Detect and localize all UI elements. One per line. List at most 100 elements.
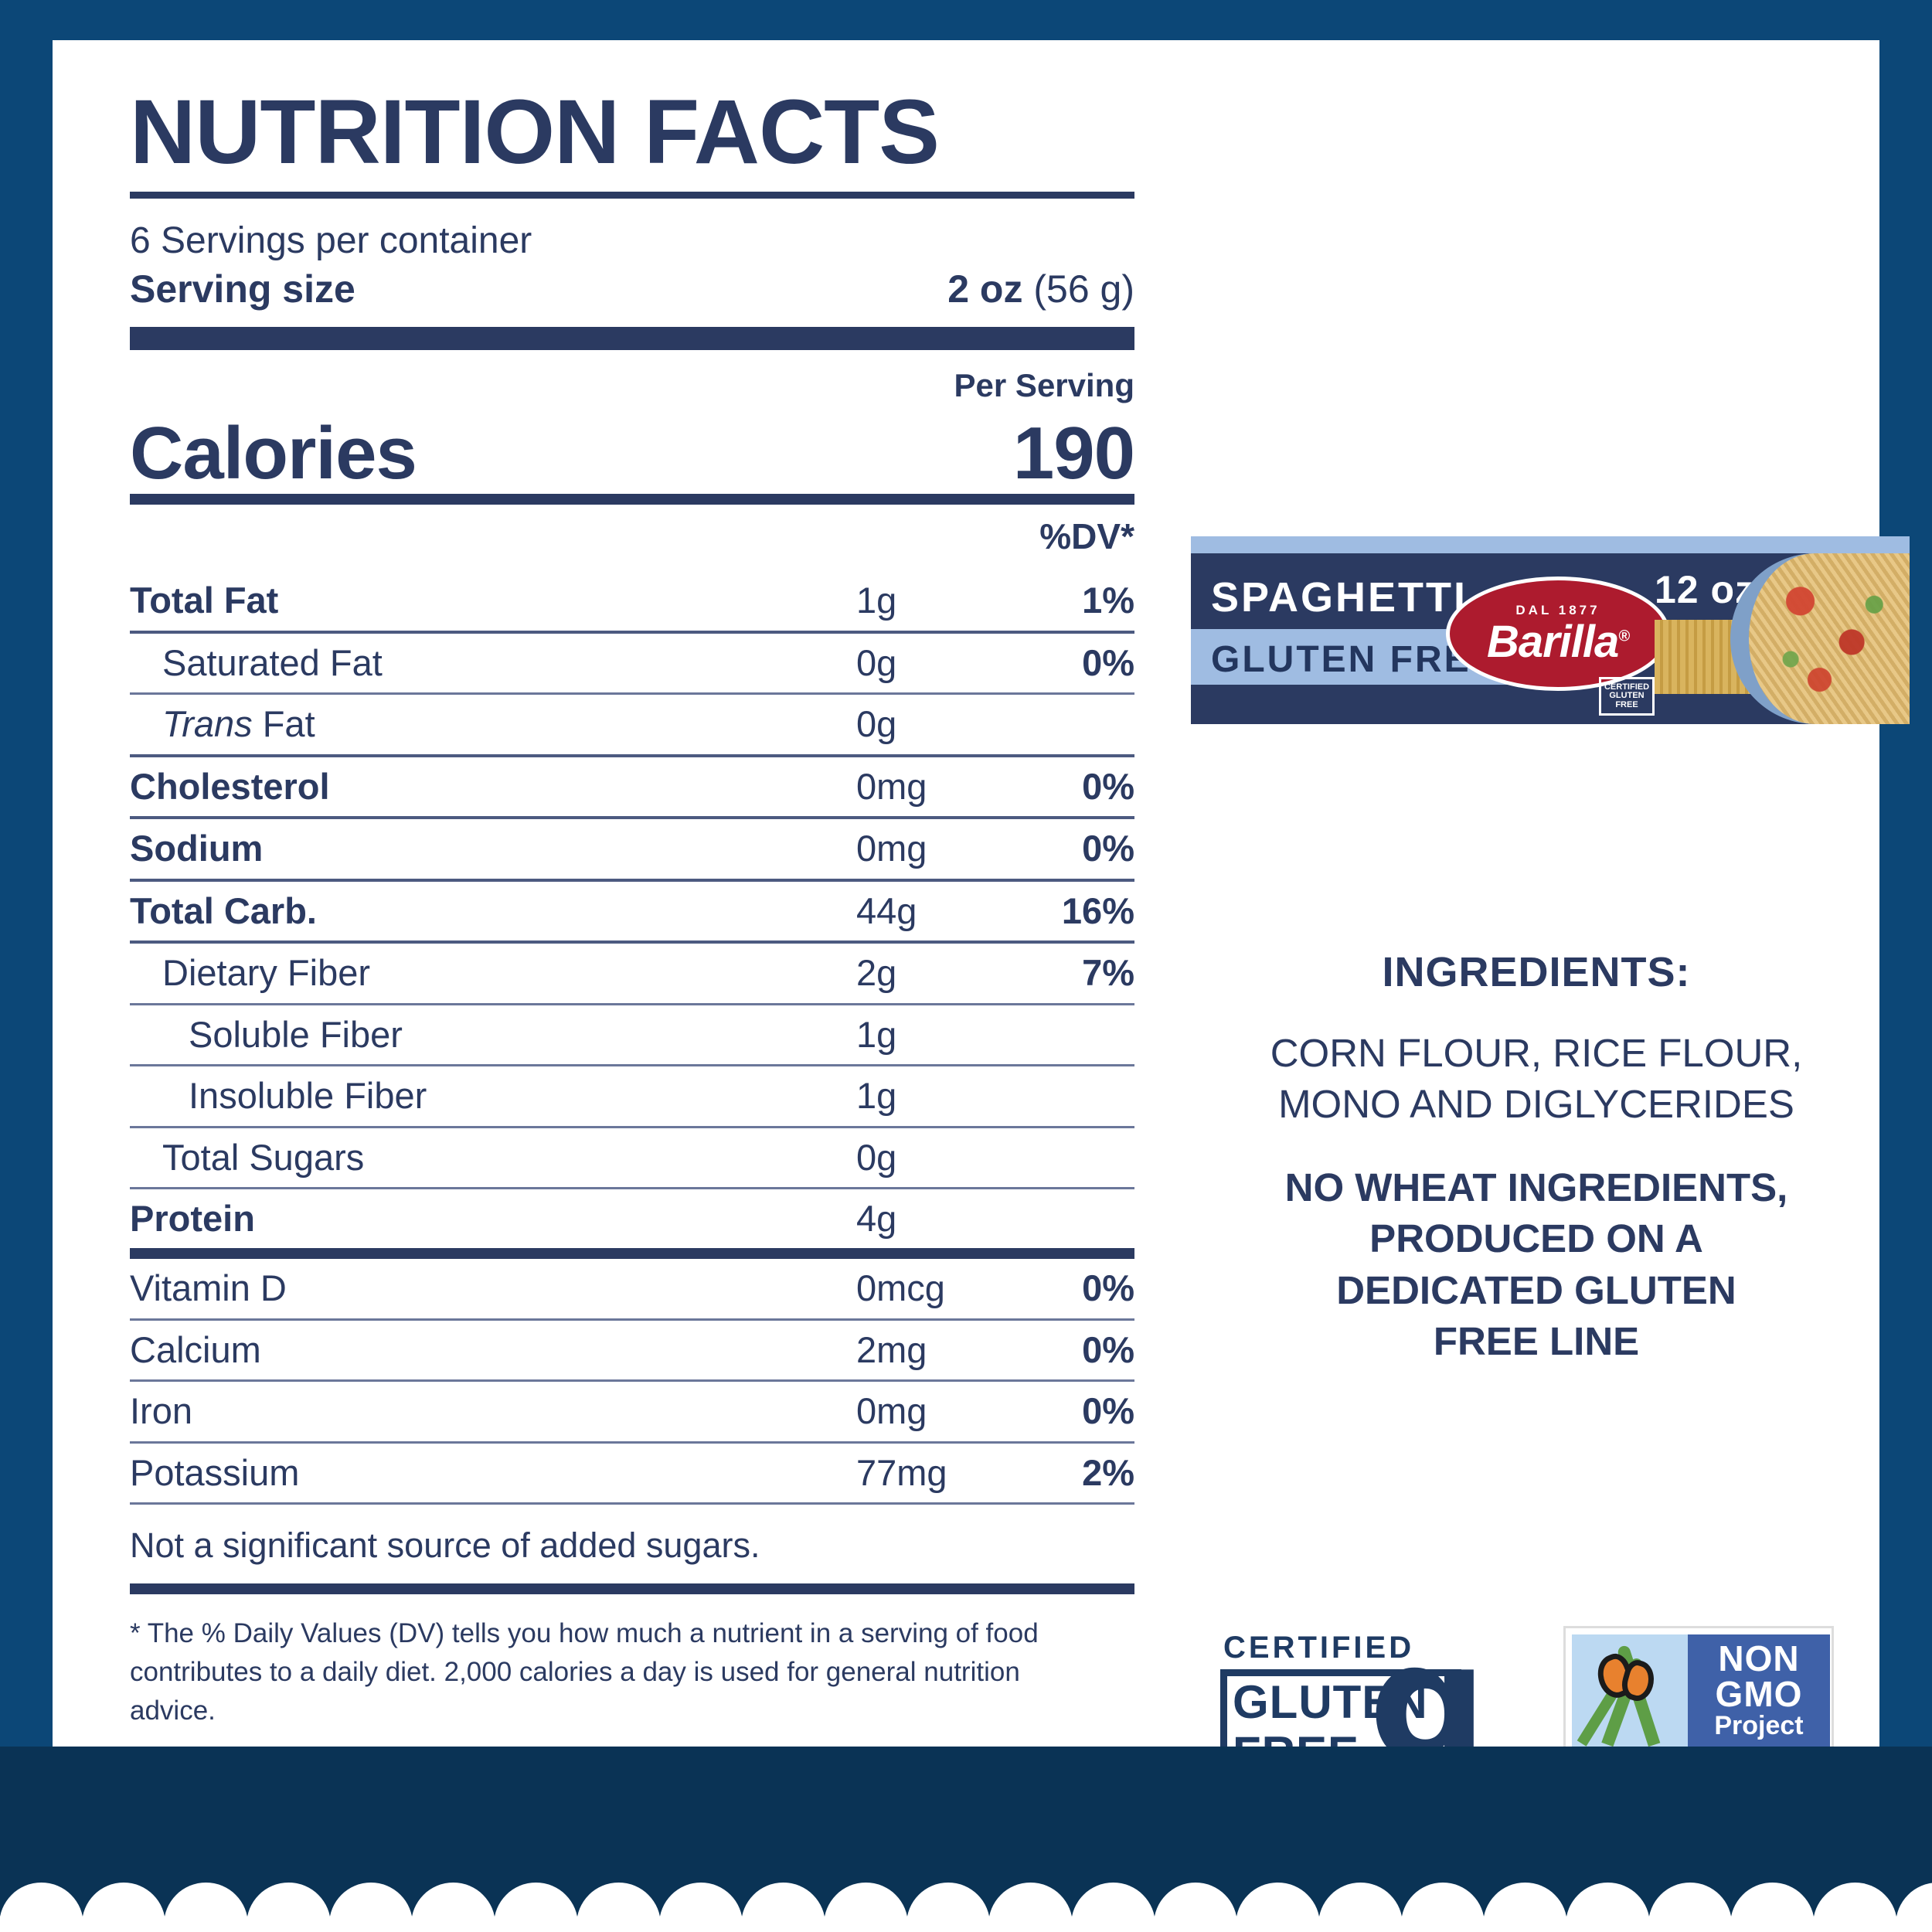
nutrient-row: Potassium 77mg 2% bbox=[130, 1444, 1134, 1502]
nutrient-daily-value: 7% bbox=[1082, 952, 1134, 994]
scallop-tooth bbox=[988, 1883, 1073, 1932]
nutrient-amount: 0mg bbox=[856, 765, 927, 807]
claim-line-3: DEDICATED GLUTEN bbox=[1336, 1267, 1736, 1312]
scallop-tooth bbox=[164, 1883, 249, 1932]
nutrient-amount: 1g bbox=[856, 1013, 897, 1055]
gfco-certified-text: CERTIFIED bbox=[1223, 1631, 1415, 1665]
nutrient-name: Insoluble Fiber bbox=[189, 1075, 427, 1117]
footnote-rule bbox=[130, 1583, 1134, 1595]
scallop-tooth bbox=[494, 1883, 578, 1932]
nutrient-name: Iron bbox=[130, 1390, 192, 1432]
ngmo-butterfly-scene bbox=[1572, 1634, 1688, 1747]
nutrient-row: Calcium 2mg 0% bbox=[130, 1321, 1134, 1379]
row-divider bbox=[130, 753, 1134, 757]
nutrient-row: Cholesterol 0mg 0% bbox=[130, 757, 1134, 816]
nutrient-daily-value: 0% bbox=[1082, 765, 1134, 807]
row-divider bbox=[130, 878, 1134, 882]
gfco-gluten-text: GLUTEN bbox=[1233, 1676, 1428, 1728]
calories-rule bbox=[130, 494, 1134, 505]
scallop-tooth bbox=[247, 1883, 331, 1932]
calories-value: 190 bbox=[1012, 412, 1135, 495]
serving-size-metric: (56 g) bbox=[1033, 267, 1134, 311]
serving-size-amount: 2 oz bbox=[947, 267, 1023, 311]
nutrient-amount: 0mcg bbox=[856, 1267, 945, 1309]
nutrient-row: Insoluble Fiber 1g bbox=[130, 1066, 1134, 1125]
daily-value-footnote: * The % Daily Values (DV) tells you how … bbox=[130, 1618, 1039, 1726]
nutrient-amount: 1g bbox=[856, 580, 897, 621]
nutrient-row: Trans Fat 0g bbox=[130, 695, 1134, 753]
scallop-tooth bbox=[906, 1883, 991, 1932]
nutrient-amount: 0g bbox=[856, 641, 897, 683]
scallop-tooth bbox=[741, 1883, 825, 1932]
nutrient-amount: 0g bbox=[856, 1136, 897, 1178]
calories-row: Calories 190 bbox=[130, 412, 1135, 495]
product-variety-text: SPAGHETTI bbox=[1211, 574, 1468, 621]
nutrient-daily-value: 0% bbox=[1082, 1328, 1134, 1370]
calories-label: Calories bbox=[130, 412, 417, 495]
scallop-tooth bbox=[1070, 1883, 1155, 1932]
serving-divider-bar bbox=[130, 327, 1134, 351]
row-divider bbox=[130, 1186, 1134, 1189]
serving-size-row: Serving size 2 oz (56 g) bbox=[130, 264, 1134, 315]
nutrient-name: Total Sugars bbox=[162, 1136, 365, 1178]
nutrient-name: Dietary Fiber bbox=[162, 952, 371, 994]
nutrient-row: Total Sugars 0g bbox=[130, 1128, 1134, 1187]
serving-size-label: Serving size bbox=[130, 267, 355, 311]
scalloped-bottom-border bbox=[0, 1839, 1932, 1932]
nutrient-amount: 4g bbox=[856, 1197, 897, 1239]
nutrient-rows: Total Fat 1g 1% Saturated Fat 0g 0% Trans Fat 0… bbox=[130, 571, 1134, 1248]
nutrient-name: Trans Fat bbox=[162, 703, 315, 745]
scallop-teeth bbox=[0, 1883, 1932, 1932]
nutrient-daily-value: 1% bbox=[1082, 580, 1134, 621]
scallop-tooth bbox=[823, 1883, 908, 1932]
nutrient-daily-value: 2% bbox=[1082, 1451, 1134, 1493]
nutrient-row: Total Fat 1g 1% bbox=[130, 571, 1134, 630]
box-top-lid bbox=[1191, 536, 1910, 553]
barilla-since-text: DAL 1877 bbox=[1515, 603, 1600, 617]
nutrient-row: Total Carb. 44g 16% bbox=[130, 882, 1134, 940]
nutrient-row: Soluble Fiber 1g bbox=[130, 1005, 1134, 1064]
nutrient-amount: 2mg bbox=[856, 1328, 927, 1370]
per-serving-header: Per Serving bbox=[954, 367, 1134, 404]
scallop-tooth bbox=[1813, 1883, 1897, 1932]
nutrient-daily-value: 0% bbox=[1082, 828, 1134, 869]
scallop-tooth bbox=[1400, 1883, 1485, 1932]
row-divider bbox=[130, 1440, 1134, 1444]
scallop-tooth bbox=[1153, 1883, 1238, 1932]
nutrient-daily-value: 16% bbox=[1061, 889, 1134, 931]
nutrient-name: Total Fat bbox=[130, 580, 279, 621]
ingredients-heading: INGREDIENTS: bbox=[1382, 949, 1691, 995]
nutrient-name: Calcium bbox=[130, 1328, 261, 1370]
title-rule bbox=[130, 192, 1134, 199]
nutrient-amount: 0mg bbox=[856, 828, 927, 869]
added-sugars-note: Not a significant source of added sugars… bbox=[130, 1526, 760, 1566]
barilla-logo-oval: DAL 1877 Barilla® bbox=[1446, 577, 1670, 691]
claim-line-2: PRODUCED ON A bbox=[1369, 1216, 1703, 1261]
page-title: NUTRITION FACTS bbox=[130, 81, 940, 183]
box-gfco-seal-icon: CERTIFIED GLUTEN FREE bbox=[1599, 677, 1655, 716]
scallop-tooth bbox=[0, 1883, 83, 1932]
nutrient-name: Saturated Fat bbox=[162, 641, 383, 683]
white-card: NUTRITION FACTS 6 Servings per container… bbox=[53, 40, 1910, 1844]
scallop-tooth bbox=[1236, 1883, 1320, 1932]
ngmo-non-text: NON bbox=[1718, 1638, 1800, 1679]
nutrient-amount: 77mg bbox=[856, 1451, 947, 1493]
ingredients-line-2: MONO AND DIGLYCERIDES bbox=[1278, 1082, 1794, 1127]
nutrient-name: Soluble Fiber bbox=[189, 1013, 403, 1055]
scallop-tooth bbox=[1648, 1883, 1733, 1932]
ingredients-list: CORN FLOUR, RICE FLOUR, MONO AND DIGLYCE… bbox=[1158, 1028, 1915, 1131]
nutrient-row: Iron 0mg 0% bbox=[130, 1382, 1134, 1440]
dv-header: %DV* bbox=[1039, 516, 1134, 557]
row-divider bbox=[130, 1502, 1134, 1505]
row-divider bbox=[130, 940, 1134, 944]
ngmo-gmo-text: GMO bbox=[1715, 1673, 1803, 1714]
claim-line-1: NO WHEAT INGREDIENTS, bbox=[1284, 1165, 1788, 1209]
nutrient-name: Vitamin D bbox=[130, 1267, 287, 1309]
pasta-bowl-photo bbox=[1730, 553, 1910, 724]
scallop-tooth bbox=[328, 1883, 413, 1932]
allergen-claim: NO WHEAT INGREDIENTS, PRODUCED ON A DEDI… bbox=[1212, 1162, 1861, 1367]
nutrient-amount: 2g bbox=[856, 952, 897, 994]
nutrient-amount: 44g bbox=[856, 889, 917, 931]
nutrient-amount: 0mg bbox=[856, 1390, 927, 1432]
